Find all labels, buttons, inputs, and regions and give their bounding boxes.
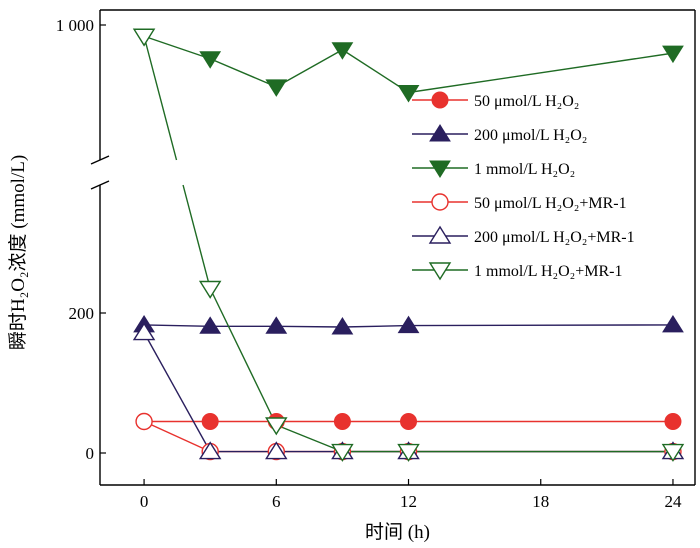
series-2-point (331, 317, 354, 335)
series-5-point (265, 441, 288, 460)
legend-label: 200 μmol/L H₂O₂ (474, 127, 587, 144)
x-tick-label: 12 (400, 492, 417, 511)
series-6-line-segment (143, 36, 178, 161)
series-2-line-segment (342, 324, 409, 328)
series-3-point (662, 45, 684, 64)
series-3-line-segment (275, 49, 343, 88)
legend-marker (429, 124, 451, 142)
y-tick-label: 0 (86, 444, 95, 463)
series-3-point (199, 51, 222, 69)
series-6-line-segment (276, 424, 343, 453)
series-3-line-segment (342, 49, 409, 94)
series-5-line-segment (143, 332, 211, 452)
series-6-point (331, 443, 354, 462)
series-1-point (333, 413, 351, 430)
series-2-point (397, 315, 420, 334)
legend-marker (429, 160, 451, 178)
series-3-line-segment (408, 52, 674, 94)
legend-label: 1 mmol/L H₂O₂ (474, 161, 575, 178)
legend-marker (431, 91, 449, 109)
legend-marker (431, 193, 449, 211)
x-tick-label: 6 (272, 492, 281, 511)
x-tick-label: 18 (532, 492, 549, 511)
series-3-point (265, 79, 288, 97)
series-3-point (397, 85, 420, 103)
series-6-point (397, 443, 420, 462)
series-6-point (265, 417, 288, 436)
series-6-point (132, 28, 156, 47)
series-3-line-segment (209, 58, 277, 88)
series-3-line-segment (143, 35, 211, 60)
series-1-point (201, 413, 219, 430)
series-2-point (199, 316, 222, 334)
x-axis-title: 时间 (h) (365, 521, 430, 543)
series-1-point (664, 413, 682, 430)
legend-label: 50 μmol/L H₂O₂ (474, 93, 579, 110)
y-tick-label: 200 (69, 304, 95, 323)
series-2-line-segment (408, 324, 673, 327)
x-tick-label: 0 (140, 492, 149, 511)
series-4-line-segment (143, 420, 211, 453)
series-2-point (265, 316, 288, 334)
y-tick-label: 1 000 (56, 16, 94, 35)
x-tick-label: 24 (664, 492, 682, 511)
series-6-line-segment (209, 288, 277, 426)
series-5-point (132, 322, 156, 341)
series-3-point (331, 42, 354, 60)
series-2-point (662, 314, 684, 333)
y-axis-title: 瞬时H₂O₂浓度 (mmol/L) (7, 155, 29, 350)
legend-label: 200 μmol/L H₂O₂+MR-1 (474, 229, 635, 246)
axis-break-mark (90, 180, 110, 190)
series-2-line-segment (144, 324, 211, 327)
legend-label: 1 mmol/L H₂O₂+MR-1 (474, 263, 622, 280)
series-2-line-segment (276, 325, 343, 328)
series-6-point (661, 443, 685, 462)
legend-marker (428, 262, 452, 281)
series-6-point (198, 280, 222, 299)
series-4-point (135, 412, 153, 431)
axis-break-mark (90, 155, 110, 165)
legend-marker (428, 225, 452, 244)
legend-label: 50 μmol/L H₂O₂+MR-1 (474, 195, 627, 212)
series-5-point (198, 441, 222, 460)
series-6-line-segment (182, 184, 211, 289)
series-1-point (400, 413, 418, 430)
